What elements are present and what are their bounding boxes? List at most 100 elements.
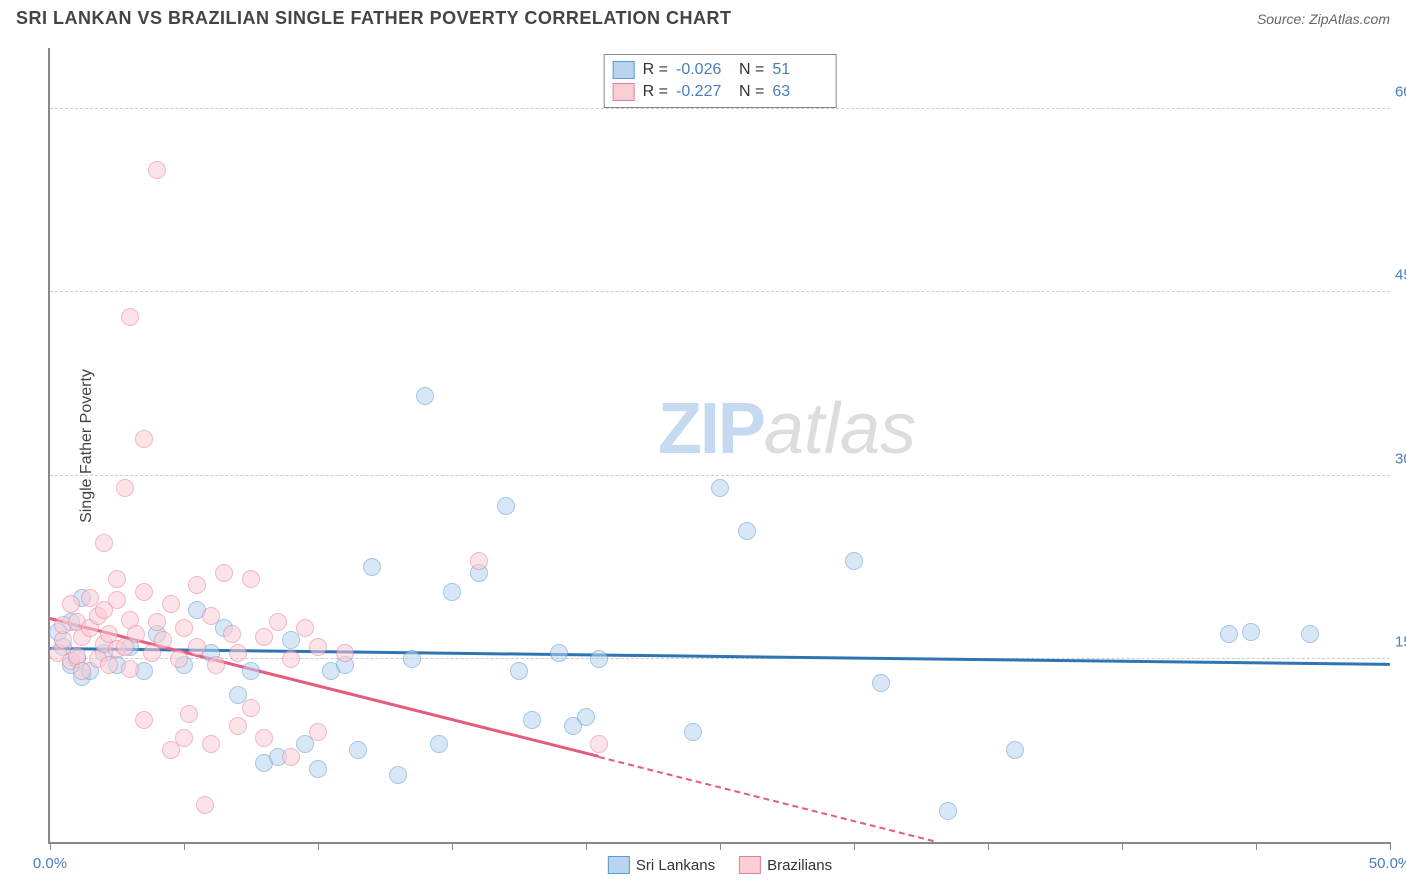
scatter-point	[349, 741, 367, 759]
legend-item: Sri Lankans	[608, 856, 715, 874]
watermark: ZIPatlas	[658, 388, 916, 470]
x-tick	[318, 842, 319, 850]
scatter-point	[550, 644, 568, 662]
legend-swatch	[608, 856, 630, 874]
stats-box: R =-0.026N =51R =-0.227N =63	[604, 54, 837, 108]
scatter-point	[242, 699, 260, 717]
stats-r-label: R =	[643, 61, 668, 79]
x-tick	[184, 842, 185, 850]
scatter-point	[95, 534, 113, 552]
scatter-point	[336, 644, 354, 662]
stats-n-label: N =	[739, 83, 764, 101]
stats-n-value: 51	[772, 61, 827, 79]
x-tick	[1256, 842, 1257, 850]
legend-item: Brazilians	[739, 856, 832, 874]
scatter-point	[309, 760, 327, 778]
scatter-point	[100, 656, 118, 674]
scatter-point	[148, 613, 166, 631]
scatter-point	[135, 430, 153, 448]
y-tick-label: 60.0%	[1395, 84, 1406, 101]
watermark-atlas: atlas	[764, 389, 916, 469]
scatter-point	[389, 766, 407, 784]
scatter-point	[135, 711, 153, 729]
scatter-point	[282, 748, 300, 766]
scatter-point	[175, 729, 193, 747]
y-tick-label: 30.0%	[1395, 450, 1406, 467]
stats-row: R =-0.227N =63	[613, 81, 828, 103]
scatter-point	[54, 631, 72, 649]
scatter-point	[255, 628, 273, 646]
legend-swatch	[739, 856, 761, 874]
scatter-point	[1006, 741, 1024, 759]
scatter-point	[148, 161, 166, 179]
scatter-point	[309, 638, 327, 656]
x-tick	[988, 842, 989, 850]
scatter-point	[1301, 625, 1319, 643]
scatter-point	[108, 591, 126, 609]
stats-r-value: -0.026	[676, 61, 731, 79]
scatter-point	[523, 711, 541, 729]
scatter-point	[738, 522, 756, 540]
scatter-point	[170, 650, 188, 668]
scatter-point	[242, 662, 260, 680]
x-tick	[586, 842, 587, 850]
scatter-point	[430, 735, 448, 753]
scatter-point	[207, 656, 225, 674]
stats-r-label: R =	[643, 83, 668, 101]
scatter-point	[202, 735, 220, 753]
scatter-point	[363, 558, 381, 576]
gridline-h	[50, 658, 1390, 659]
legend-label: Sri Lankans	[636, 857, 715, 874]
stats-n-label: N =	[739, 61, 764, 79]
gridline-h	[50, 475, 1390, 476]
gridline-h	[50, 291, 1390, 292]
scatter-point	[162, 595, 180, 613]
scatter-point	[188, 576, 206, 594]
scatter-point	[180, 705, 198, 723]
scatter-point	[590, 735, 608, 753]
scatter-point	[73, 662, 91, 680]
scatter-chart: ZIPatlas 15.0%30.0%45.0%60.0%0.0%50.0%R …	[48, 48, 1390, 844]
scatter-point	[242, 570, 260, 588]
scatter-point	[497, 497, 515, 515]
scatter-point	[62, 595, 80, 613]
scatter-point	[154, 631, 172, 649]
source-attribution: Source: ZipAtlas.com	[1257, 11, 1390, 27]
y-tick-label: 15.0%	[1395, 633, 1406, 650]
scatter-point	[116, 479, 134, 497]
scatter-point	[590, 650, 608, 668]
scatter-point	[845, 552, 863, 570]
scatter-point	[443, 583, 461, 601]
scatter-point	[175, 619, 193, 637]
chart-title: SRI LANKAN VS BRAZILIAN SINGLE FATHER PO…	[16, 8, 732, 29]
x-tick	[452, 842, 453, 850]
x-tick	[50, 842, 51, 850]
y-tick-label: 45.0%	[1395, 267, 1406, 284]
scatter-point	[188, 638, 206, 656]
scatter-point	[215, 564, 233, 582]
legend-label: Brazilians	[767, 857, 832, 874]
scatter-point	[282, 650, 300, 668]
stats-n-value: 63	[772, 83, 827, 101]
scatter-point	[121, 308, 139, 326]
scatter-point	[711, 479, 729, 497]
scatter-point	[202, 607, 220, 625]
scatter-point	[196, 796, 214, 814]
gridline-h	[50, 108, 1390, 109]
scatter-point	[1242, 623, 1260, 641]
x-tick	[720, 842, 721, 850]
x-tick-label: 0.0%	[33, 855, 67, 872]
stats-row: R = -0.026 N = 51	[613, 59, 828, 81]
scatter-point	[510, 662, 528, 680]
scatter-point	[872, 674, 890, 692]
scatter-point	[121, 660, 139, 678]
x-tick	[1122, 842, 1123, 850]
x-tick-label: 50.0%	[1369, 855, 1406, 872]
trend-line	[599, 756, 934, 842]
scatter-point	[403, 650, 421, 668]
scatter-point	[1220, 625, 1238, 643]
scatter-point	[470, 552, 488, 570]
x-tick	[1390, 842, 1391, 850]
x-tick	[854, 842, 855, 850]
scatter-point	[939, 802, 957, 820]
